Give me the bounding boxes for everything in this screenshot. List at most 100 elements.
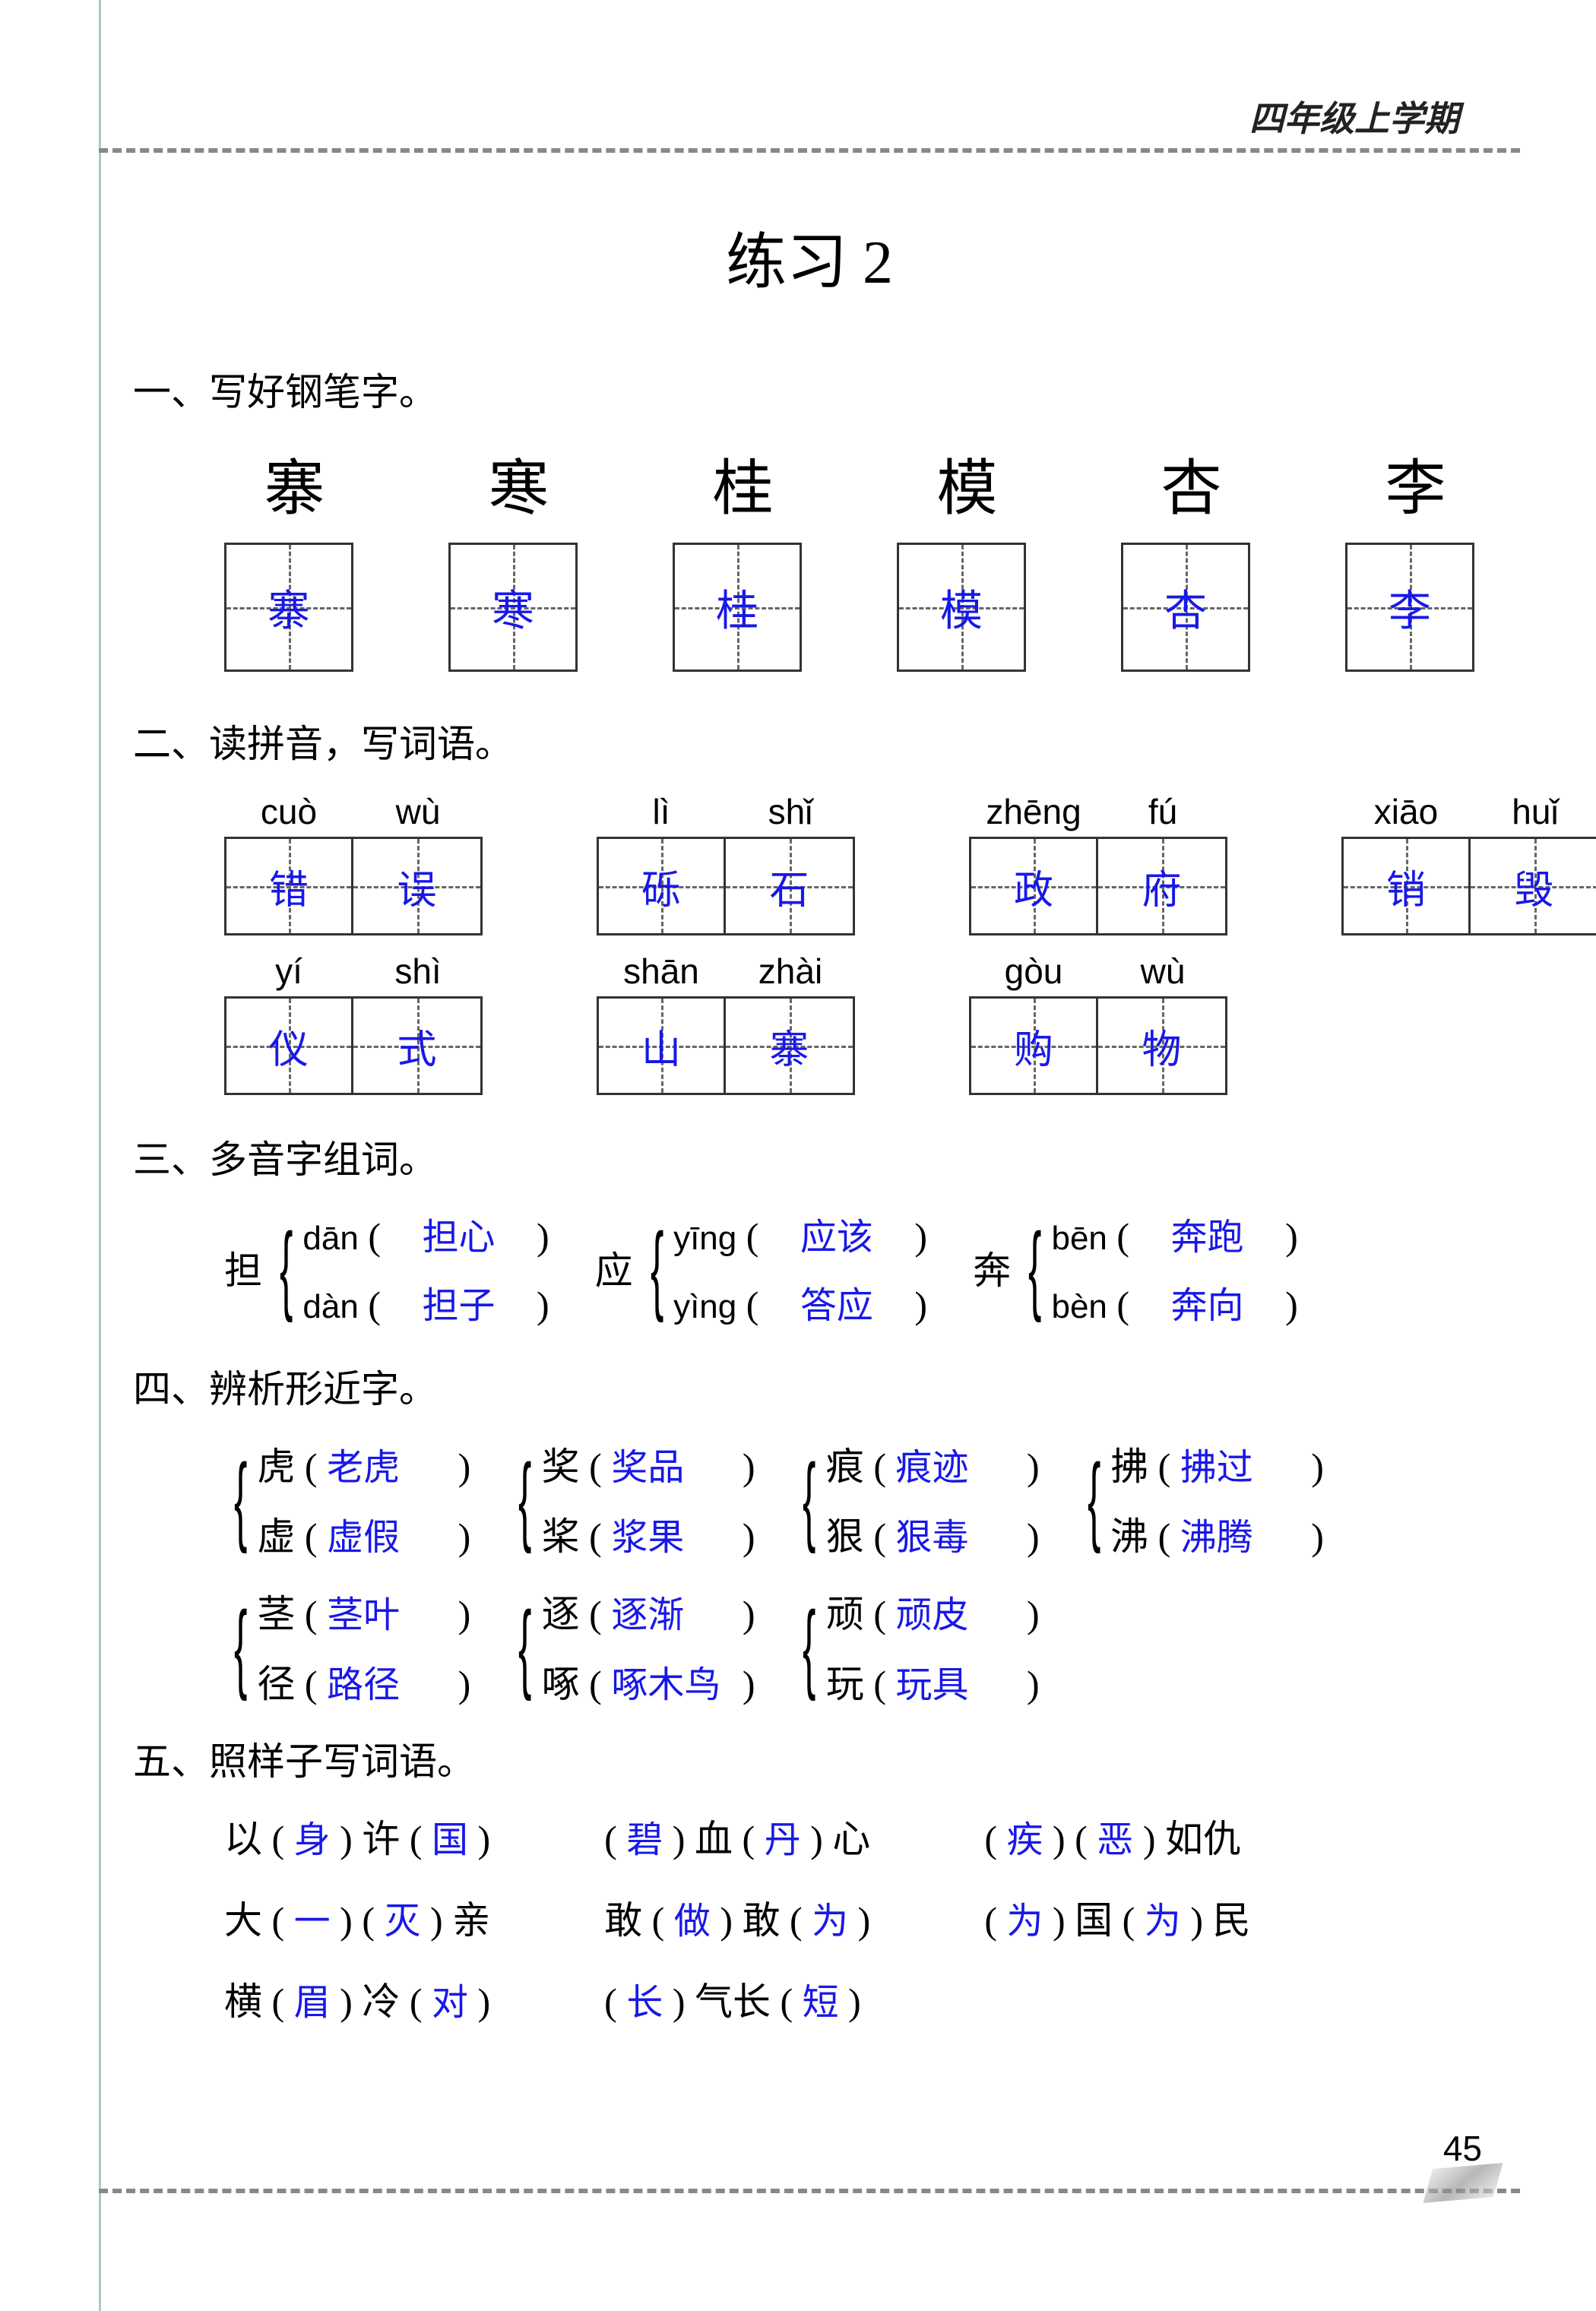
s4-char: 拂	[1110, 1445, 1148, 1488]
s1-item: 寒 寒	[448, 439, 589, 672]
s4-char: 狠	[826, 1515, 864, 1558]
brace-icon: {	[803, 1585, 815, 1707]
s5-text: ) (	[1053, 1818, 1088, 1860]
s4-line: 啄 ( 啄木鸟 )	[542, 1654, 755, 1708]
s2-pinyin: lìshǐ	[597, 791, 855, 832]
s5-text: ) 国 (	[1053, 1899, 1135, 1942]
s5-answer: 长	[626, 1983, 663, 2023]
s2-answer: 毁	[1514, 858, 1553, 915]
s5-text: 以 (	[224, 1818, 284, 1860]
s4-char: 径	[257, 1663, 295, 1705]
s4-line: 桨 ( 浆果 )	[542, 1506, 755, 1561]
s4-char: 玩	[826, 1663, 864, 1705]
s4-answer: 啄木鸟	[611, 1654, 733, 1708]
s4-line: 径 ( 路径 )	[257, 1654, 470, 1708]
s4-group: {奖 ( 奖品 ) 桨 ( 浆果 )	[508, 1436, 755, 1561]
s2-answer: 寨	[769, 1018, 809, 1075]
s5-text: (	[604, 1818, 617, 1860]
s3-head-char: 担	[224, 1240, 262, 1295]
s1-model-char: 杏	[1121, 439, 1262, 527]
s3-answer: 应该	[768, 1207, 905, 1260]
s4-char: 逐	[542, 1593, 580, 1635]
s2-pinyin: yíshì	[224, 951, 483, 992]
s1-item: 桂 桂	[673, 439, 813, 672]
s4-line: 虚 ( 虚假 )	[257, 1506, 470, 1561]
s4-group: {痕 ( 痕迹 ) 狠 ( 狠毒 )	[793, 1436, 1039, 1561]
s3-pinyin: dàn	[302, 1288, 358, 1325]
s2-char-box: 购	[969, 996, 1098, 1095]
s5-answer: 为	[1006, 1901, 1043, 1942]
s3-answer: 奔跑	[1139, 1207, 1276, 1260]
brace-icon: {	[518, 1585, 531, 1707]
s3-line: dàn ( 担子 )	[302, 1275, 549, 1328]
s4-line: 痕 ( 痕迹 )	[826, 1436, 1040, 1491]
brace-icon: {	[1088, 1438, 1100, 1559]
s2-answer: 府	[1142, 858, 1181, 915]
s4-group: {逐 ( 逐渐 )啄 ( 啄木鸟 )	[508, 1584, 755, 1708]
s4-line: 拂 ( 拂过 )	[1110, 1436, 1324, 1491]
s5-text: ) 如仇	[1143, 1818, 1241, 1860]
s5-answer: 对	[432, 1983, 468, 2023]
s2-char-box: 销	[1341, 837, 1471, 935]
brace-icon: {	[651, 1207, 663, 1328]
s3-pinyin: yìng	[673, 1288, 736, 1325]
s2-pinyin: gòuwù	[969, 951, 1227, 992]
s4-line: 沸 ( 沸腾 )	[1110, 1506, 1324, 1561]
s2-char-box: 毁	[1471, 837, 1596, 935]
s4-line: 茎 ( 茎叶 )	[257, 1584, 470, 1638]
s2-pinyin: zhēngfú	[969, 791, 1227, 832]
s4-group: {茎 ( 茎叶 )径 ( 路径 )	[224, 1584, 470, 1708]
s5-item: 大 ( 一 ) ( 灭 ) 亲	[224, 1890, 490, 1945]
s4-answer: 痕迹	[896, 1437, 1018, 1490]
s4-line: 奖 ( 奖品 )	[542, 1436, 755, 1491]
s2-answer: 购	[1014, 1018, 1053, 1075]
practice-grid-box: 李	[1345, 543, 1474, 672]
s2-answer: 误	[397, 858, 436, 915]
s5-text: ) (	[340, 1899, 375, 1942]
s3-group: 担{dān ( 担心 )dàn ( 担子 )	[224, 1207, 549, 1328]
s4-group: {拂 ( 拂过 ) 沸 ( 沸腾 )	[1078, 1436, 1324, 1561]
s4-answer: 玩具	[896, 1654, 1018, 1708]
section5-heading: 五、照样子写词语。	[133, 1731, 1486, 1786]
s5-answer: 疾	[1006, 1820, 1043, 1860]
pinyin-syllable: shì	[353, 951, 483, 992]
s4-line: 顽 ( 顽皮 )	[826, 1584, 1040, 1638]
s3-pinyin: yīng	[673, 1220, 736, 1257]
practice-grid-box: 桂	[673, 543, 802, 672]
s2-char-box: 府	[1098, 837, 1227, 935]
s2-answer: 错	[269, 858, 309, 915]
s5-text: ) 心	[810, 1818, 870, 1860]
s3-pinyin: dān	[302, 1220, 358, 1257]
s5-text: (	[984, 1899, 997, 1942]
s5-text: )	[478, 1980, 491, 2023]
s2-answer: 销	[1386, 858, 1426, 915]
s3-head-char: 奔	[973, 1240, 1011, 1295]
s1-model-char: 桂	[673, 439, 813, 527]
s4-line: 狠 ( 狠毒 )	[826, 1506, 1040, 1561]
brace-icon: {	[803, 1438, 815, 1559]
pinyin-syllable: zhài	[726, 951, 855, 992]
s5-text: ) 敢 (	[720, 1899, 802, 1942]
s5-answer: 国	[432, 1820, 468, 1860]
header-tag: 四年级上学期	[1249, 91, 1459, 141]
s1-answer: 杏	[1164, 577, 1207, 638]
s5-item: 敢 ( 做 ) 敢 ( 为 )	[604, 1890, 870, 1945]
s5-text: 横 (	[224, 1980, 284, 2023]
s2-answer: 式	[397, 1018, 436, 1075]
s4-answer: 顽皮	[896, 1584, 1018, 1638]
s2-char-box: 误	[353, 837, 483, 935]
s4-group: {虎 ( 老虎 )虚 ( 虚假 )	[224, 1436, 470, 1561]
s3-group: 应{yīng ( 应该 )yìng ( 答应 )	[595, 1207, 927, 1328]
s5-text: ) 气长 (	[673, 1980, 793, 2023]
s4-line: 玩 ( 玩具 )	[826, 1654, 1040, 1708]
s3-line: yìng ( 答应 )	[673, 1275, 927, 1328]
s2-char-box: 物	[1098, 996, 1227, 1095]
s2-char-box: 寨	[726, 996, 855, 1095]
s5-answer: 为	[1145, 1901, 1181, 1942]
s5-answer: 身	[294, 1820, 331, 1860]
s3-answer: 答应	[768, 1275, 905, 1328]
brace-icon: {	[518, 1438, 531, 1559]
s5-answer: 为	[812, 1901, 848, 1942]
s4-char: 啄	[542, 1663, 580, 1705]
s2-answer: 仪	[269, 1018, 309, 1075]
